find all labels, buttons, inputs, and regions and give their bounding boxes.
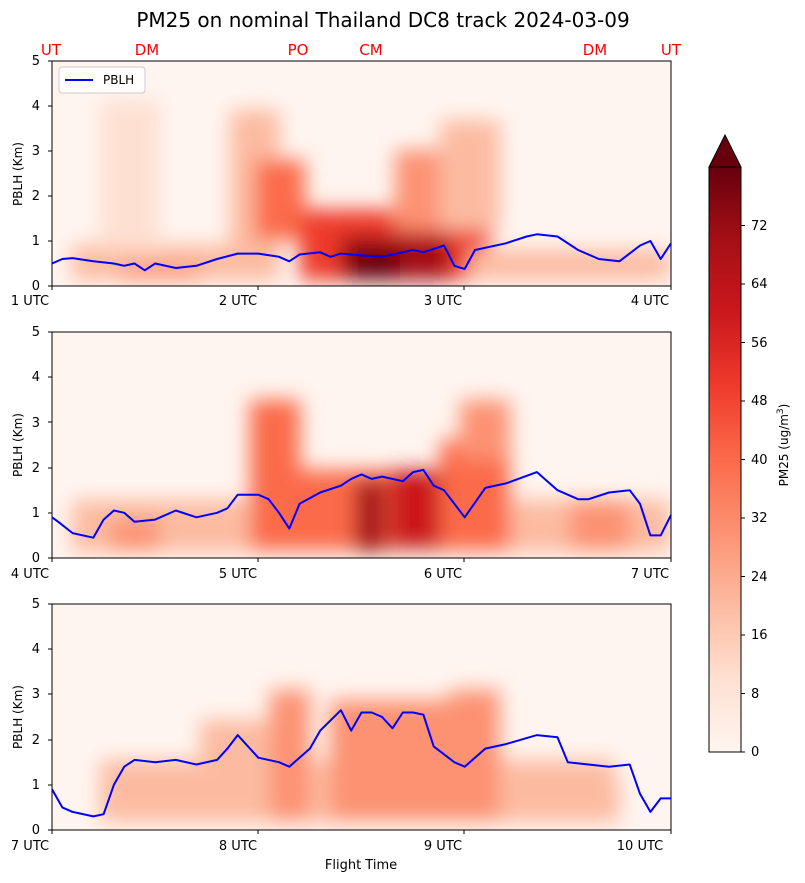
y-tick-label: 4: [32, 370, 40, 385]
x-tick-label: 8 UTC: [219, 839, 257, 854]
y-tick-label: 2: [32, 189, 40, 204]
colorbar-tick-label: 0: [751, 745, 759, 760]
plot-frame: [51, 60, 672, 287]
colorbar-tick-label: 72: [751, 219, 768, 234]
x-tick-label: 4 UTC: [11, 567, 49, 582]
x-axis: 4 UTC 5 UTC 6 UTC 7 UTC: [11, 558, 672, 582]
colorbar-tick-label: 64: [751, 277, 768, 292]
y-axis-label: PBLH (Km): [11, 685, 25, 749]
plot-frame: [51, 603, 672, 831]
colorbar-tick-label: 56: [751, 336, 768, 351]
y-tick-label: 0: [32, 823, 40, 838]
x-tick-label: 1 UTC: [11, 294, 49, 309]
x-tick-label: 5 UTC: [219, 567, 257, 582]
site-label: CM: [359, 41, 382, 59]
y-tick-label: 5: [32, 54, 40, 69]
site-label: DM: [583, 41, 608, 59]
y-axis-label: PBLH (Km): [11, 413, 25, 477]
pblh-series-line: [51, 709, 671, 818]
y-tick-label: 2: [32, 461, 40, 476]
legend-label: PBLH: [103, 73, 134, 87]
y-tick-label: 1: [32, 234, 40, 249]
colorbar-extend-max: [708, 133, 742, 168]
pm25-heatmap: [72, 100, 670, 280]
pm25-heatmap: [72, 400, 670, 552]
x-axis: 1 UTC 2 UTC 3 UTC 4 UTC: [11, 286, 672, 309]
x-tick-label: 3 UTC: [424, 294, 462, 309]
colorbar-tick-label: 32: [751, 511, 768, 526]
colorbar-tick-label: 8: [751, 687, 759, 702]
legend: PBLH: [58, 66, 146, 94]
x-tick-label: 4 UTC: [631, 294, 669, 309]
site-labels: UT DM PO CM DM UT: [41, 41, 682, 59]
colorbar-tick-label: 40: [751, 453, 768, 468]
panel-1: PBLH 0 1 2 3 4 5 PBLH (Km) 1 UTC 2 UTC 3…: [11, 54, 672, 309]
y-tick-label: 3: [32, 144, 40, 159]
y-tick-label: 1: [32, 506, 40, 521]
y-tick-label: 4: [32, 642, 40, 657]
y-axis-label: PBLH (Km): [11, 142, 25, 206]
plot-frame: [51, 331, 672, 559]
pm25-heatmap: [100, 690, 620, 822]
x-tick-label: 2 UTC: [219, 294, 257, 309]
x-tick-label: 7 UTC: [11, 839, 49, 854]
y-tick-label: 0: [32, 551, 40, 566]
colorbar-tick-label: 24: [751, 570, 768, 585]
site-label: UT: [41, 41, 62, 59]
panel-2: 0 1 2 3 4 5 PBLH (Km) 4 UTC 5 UTC 6 UTC …: [11, 325, 672, 582]
panel-3: 0 1 2 3 4 5 PBLH (Km) 7 UTC 8 UTC 9 UTC …: [11, 597, 672, 873]
y-axis: 0 1 2 3 4 5 PBLH (Km): [11, 54, 52, 294]
x-tick-label: 6 UTC: [424, 567, 462, 582]
y-tick-label: 5: [32, 597, 40, 612]
x-tick-label: 10 UTC: [617, 839, 663, 854]
colorbar-tick-label: 16: [751, 628, 768, 643]
y-tick-label: 1: [32, 778, 40, 793]
site-label: UT: [661, 41, 682, 59]
y-tick-label: 0: [32, 279, 40, 294]
chart-title: PM25 on nominal Thailand DC8 track 2024-…: [136, 8, 629, 32]
site-label: PO: [288, 41, 309, 59]
site-label: DM: [135, 41, 160, 59]
colorbar: 0 8 16 24 32 40 48 56 64 72 PM25 (ug/m3): [708, 133, 791, 760]
pblh-series-line: [51, 233, 672, 272]
y-tick-label: 2: [32, 733, 40, 748]
colorbar-scale: [708, 166, 742, 753]
y-tick-label: 3: [32, 687, 40, 702]
y-tick-label: 4: [32, 99, 40, 114]
y-tick-label: 3: [32, 416, 40, 431]
y-axis: 0 1 2 3 4 5 PBLH (Km): [11, 597, 52, 838]
x-tick-label: 7 UTC: [631, 567, 669, 582]
x-axis: 7 UTC 8 UTC 9 UTC 10 UTC: [11, 830, 672, 854]
pblh-series-line: [51, 468, 672, 539]
colorbar-ticks: 0 8 16 24 32 40 48 56 64 72: [741, 219, 768, 760]
x-tick-label: 9 UTC: [424, 839, 462, 854]
x-axis-label: Flight Time: [325, 858, 397, 873]
colorbar-tick-label: 48: [751, 394, 768, 409]
y-tick-label: 5: [32, 325, 40, 340]
colorbar-label: PM25 (ug/m3): [776, 404, 791, 487]
y-axis: 0 1 2 3 4 5 PBLH (Km): [11, 325, 52, 566]
